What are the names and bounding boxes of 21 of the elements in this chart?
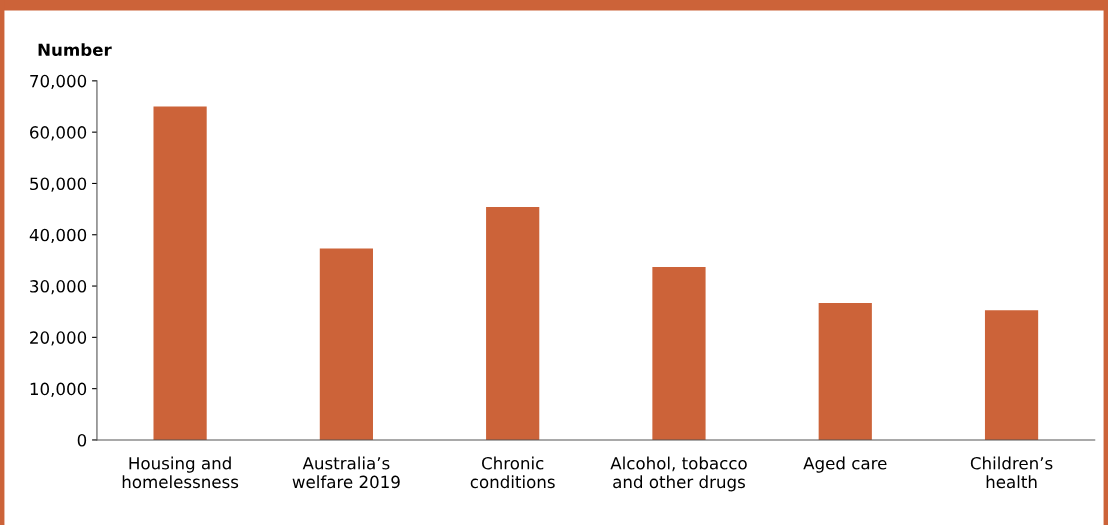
y-tick-label: 50,000 <box>30 177 87 192</box>
y-tick-label: 10,000 <box>30 382 87 397</box>
bar <box>652 267 706 440</box>
y-tick-label: 60,000 <box>30 126 87 141</box>
y-axis-title: Number <box>38 43 112 57</box>
y-tick-label: 30,000 <box>30 280 87 295</box>
bar <box>818 302 872 440</box>
bar <box>486 207 540 440</box>
x-tick-label: Alcohol, tobacco and other drugs <box>610 456 747 492</box>
bar <box>153 106 207 440</box>
y-tick-label: 0 <box>77 433 87 447</box>
x-tick-label: Housing and homelessness <box>122 456 239 489</box>
x-tick-label: Chronic conditions <box>470 456 555 489</box>
y-tick-label: 20,000 <box>30 331 87 346</box>
x-tick-label: Australia’s welfare 2019 <box>292 456 400 489</box>
bar <box>984 310 1039 440</box>
x-tick-label: Children’s health <box>970 456 1053 489</box>
bar <box>319 248 373 440</box>
y-tick-label: 40,000 <box>29 228 87 244</box>
x-tick-label: Aged care <box>803 456 887 473</box>
y-tick-label: 70,000 <box>30 74 87 90</box>
